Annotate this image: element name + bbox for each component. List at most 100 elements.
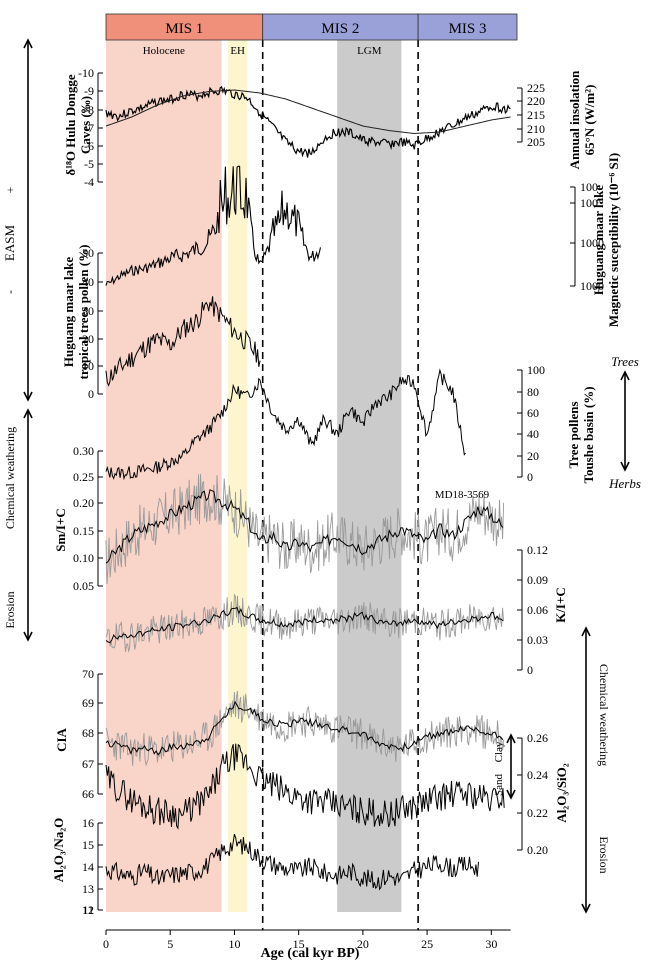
axis-label-tree-pollens-toushe-basin: Tree pollensToushe basin (%) [566, 386, 596, 483]
sand-label: Sand [493, 774, 505, 797]
tick-label-k-i-c-3: 0.03 [527, 633, 548, 647]
axis-label-annual-insolation-65-n-w-m: Annual insolation65°N (W/m²) [567, 70, 597, 169]
core-label: MD18-3569 [435, 489, 490, 501]
x-tick-label-30: 30 [485, 937, 497, 951]
axis-label-line: K/I+C [553, 587, 568, 623]
tick-label-sm-i-c-5: 0.05 [73, 579, 94, 593]
tick-label-cia-0: 70 [82, 667, 94, 681]
easm-label: EASM [2, 225, 17, 262]
tick-label-cia-1: 69 [82, 696, 94, 710]
tick-label-sm-i-c-3: 0.15 [73, 524, 94, 538]
tick-label-tree-pollens-toushe-basin-5: 0 [527, 470, 533, 484]
axis-label-sm-i-c: Sm/I+C [53, 508, 68, 552]
tick-label-sm-i-c-1: 0.25 [73, 470, 94, 484]
tick-label-k-i-c-0: 0.12 [527, 543, 548, 557]
axis-label-line: Caves (‰) [78, 96, 93, 154]
tick-label-k-i-c-4: 0 [527, 663, 533, 677]
easm-arrow-head-bottom [23, 391, 33, 402]
erosion-right: Erosion [597, 836, 611, 873]
tick-label-18o-hulu-dongge-caves-6: -4 [84, 175, 94, 189]
tick-label-al2o3-sio2-3: 0.20 [527, 843, 548, 857]
tick-label-18o-hulu-dongge-caves-0: -10 [78, 66, 94, 80]
tick-label-al2o3-sio2-2: 0.22 [527, 806, 548, 820]
tick-label-18o-hulu-dongge-caves-2: -8 [84, 103, 94, 117]
series-line-18o-hulu-dongge-caves [105, 86, 511, 158]
tick-label-cia-3: 67 [82, 757, 94, 771]
side-annotations: + EASM - Chemical weathering Erosion Chemical… [2, 38, 641, 914]
band-lgm [337, 40, 402, 912]
tick-label-annual-insolation-65-n-w-m-0: 225 [527, 81, 545, 95]
series-line-huguang-maar-lake-magnetic-susceptibilit [105, 165, 322, 286]
series-line-k-i-c [105, 606, 504, 644]
tick-label-al2o3-na2o-3: 13 [82, 882, 94, 896]
clay-label: Clay [493, 741, 505, 762]
axis-label-line: Toushe basin (%) [581, 386, 596, 483]
axis-label-line: Tree pollens [566, 401, 581, 468]
series-raw-sm-i-c [105, 474, 505, 585]
series-line-huguang-maar-lake-tropical-trees-pollen [105, 296, 261, 387]
axis-label-line: tropical trees pollen (%) [76, 245, 91, 380]
tick-label-huguang-maar-lake-tropical-trees-pollen-4: 10 [82, 359, 94, 373]
weathering-arrow-left-head-bottom [23, 631, 33, 642]
chemical-weathering-right: Chemical weathering [597, 664, 611, 766]
easm-arrow-head-top [23, 38, 33, 49]
x-tick-label-5: 5 [167, 937, 173, 951]
period-labels: Holocene EH LGM [143, 45, 382, 57]
tick-label-huguang-maar-lake-tropical-trees-pollen-1: 40 [82, 275, 94, 289]
tick-label-sm-i-c-0: 0.30 [73, 444, 94, 458]
tick-label-18o-hulu-dongge-caves-5: -5 [84, 157, 94, 171]
tick-label-al2o3-na2o-2: 14 [82, 860, 94, 874]
axis-label-line: CIA [54, 727, 69, 751]
tick-label-annual-insolation-65-n-w-m-2: 215 [527, 108, 545, 122]
stage-box-mis-2 [262, 13, 419, 41]
axis-label-al2o3-sio2: Al₂O₃/SiO₂ [554, 763, 569, 822]
tick-label-huguang-maar-lake-magnetic-susceptibilit-1: 1000 [580, 236, 604, 250]
stage-box-mis-3 [417, 13, 518, 41]
easm-minus: - [3, 290, 17, 294]
tick-label-k-i-c-1: 0.09 [527, 573, 548, 587]
axis-label-line: Sm/I+C [53, 508, 68, 552]
weathering-arrow-left-head-top [23, 408, 33, 419]
clay-sand-arrow-head-top [506, 733, 516, 744]
axis-label-cia: CIA [54, 727, 69, 751]
tick-label-al2o3-na2o-4: 12 [82, 903, 94, 917]
period-label-holocene: Holocene [143, 45, 185, 57]
series-line-al2o3-sio2 [105, 743, 505, 830]
period-label-lgm: LGM [357, 45, 382, 57]
tick-label-al2o3-na2o-1: 15 [82, 838, 94, 852]
erosion-left: Erosion [3, 591, 17, 628]
x-tick-label-10: 10 [228, 937, 240, 951]
series-raw-k-i-c [105, 593, 505, 653]
tick-label-huguang-maar-lake-tropical-trees-pollen-0: 50 [82, 246, 94, 260]
weathering-arrow-right-head-top [581, 626, 591, 637]
stage-label-mis-2: MIS 2 [321, 21, 359, 37]
tick-label-sm-i-c-4: 0.10 [73, 551, 94, 565]
x-tick-label-25: 25 [421, 937, 433, 951]
tick-label-annual-insolation-65-n-w-m-3: 210 [527, 122, 545, 136]
tick-label-tree-pollens-toushe-basin-4: 20 [527, 449, 539, 463]
axis-label-line: 65°N (W/m²) [582, 85, 597, 156]
x-tick-label-15: 15 [293, 937, 305, 951]
tick-label-huguang-maar-lake-magnetic-susceptibilit-3: 1000 [580, 279, 604, 293]
stage-box-mis-1 [105, 13, 264, 41]
tick-label-huguang-maar-lake-magnetic-susceptibilit-2: 100 [580, 196, 598, 210]
mis-stage-bar: MIS 1 MIS 2 MIS 3 [105, 13, 518, 41]
x-axis: 0 5 10 15 20 25 30 Age (cal kyr BP) [103, 929, 511, 961]
series-line-annual-insolation-65-n-w-m [105, 89, 511, 135]
x-tick-label-20: 20 [357, 937, 369, 951]
tick-label-tree-pollens-toushe-basin-1: 80 [527, 385, 539, 399]
easm-plus: + [3, 186, 17, 193]
trees-herbs-arrow-head-bottom [620, 461, 630, 472]
clay-sand-arrow-head-bottom [506, 789, 516, 800]
axis-label-line: Huguang maar lake [61, 257, 76, 368]
axis-label-line: Al₂O₃/Na₂O [51, 818, 66, 882]
series-raw-cia [105, 691, 505, 767]
period-label-eh: EH [230, 45, 245, 57]
axis-label-line: Huguang maar lake [591, 185, 606, 296]
tick-label-al2o3-na2o-5: 11 [82, 903, 94, 917]
period-bands [106, 40, 419, 930]
stage-label-mis-3: MIS 3 [449, 21, 487, 37]
axis-label-18o-hulu-dongge-caves: δ¹⁸O Hulu DonggeCaves (‰) [63, 74, 93, 175]
chemical-weathering-left: Chemical weathering [3, 427, 17, 529]
